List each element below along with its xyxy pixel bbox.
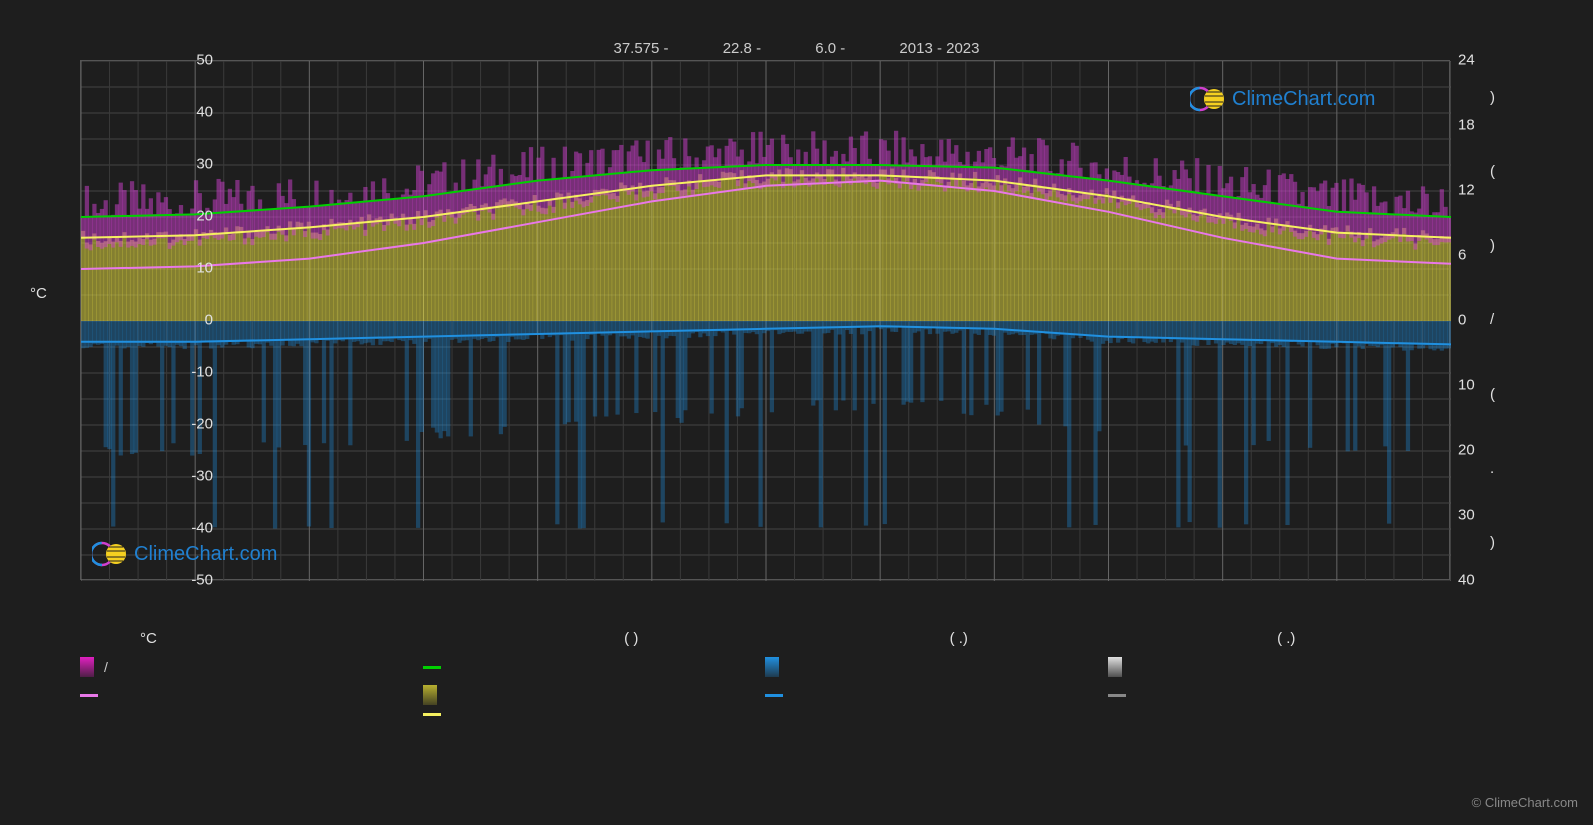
chart-svg — [81, 61, 1451, 581]
legend-header-1: ( ) — [468, 630, 796, 647]
plot-area — [80, 60, 1450, 580]
legend-swatch — [80, 694, 98, 697]
legend-swatch — [765, 694, 783, 697]
legend-header-2: ( .) — [795, 630, 1123, 647]
y-left-tick: -20 — [191, 416, 213, 433]
legend-swatch — [80, 657, 94, 677]
legend-item — [765, 713, 1108, 716]
watermark-bottom: ClimeChart.com — [92, 540, 277, 568]
legend-row-2 — [80, 685, 1450, 705]
y-left-tick: 50 — [196, 52, 213, 69]
legend-item — [765, 685, 1108, 705]
y-left-tick: -30 — [191, 468, 213, 485]
legend-item: / — [80, 657, 423, 677]
climate-chart — [80, 60, 1450, 580]
header-lat: 37.575 - — [613, 40, 668, 57]
legend-item — [765, 657, 1108, 677]
header-elev: 6.0 - — [815, 40, 845, 57]
watermark-top: ClimeChart.com — [1190, 85, 1375, 113]
y-right-tick: 30 — [1458, 507, 1475, 524]
legend: °C ( ) ( .) ( .) / — [80, 630, 1450, 724]
y-right-tick: 10 — [1458, 377, 1475, 394]
y-left-tick: 30 — [196, 156, 213, 173]
legend-swatch — [1108, 694, 1126, 697]
y-left-tick: -40 — [191, 520, 213, 537]
y-axis-left-title: °C — [30, 285, 47, 302]
legend-row-3 — [80, 713, 1450, 716]
legend-swatch — [423, 666, 441, 669]
legend-label: / — [104, 659, 108, 675]
legend-item — [423, 685, 766, 705]
header-years: 2013 - 2023 — [899, 40, 979, 57]
climechart-logo-icon — [92, 540, 128, 568]
y-right-tick: 0 — [1458, 312, 1466, 329]
legend-item — [423, 657, 766, 677]
legend-header-0: °C — [140, 630, 468, 647]
legend-item — [423, 713, 766, 716]
legend-header-3: ( .) — [1123, 630, 1451, 647]
climechart-logo-icon — [1190, 85, 1226, 113]
legend-swatch — [765, 657, 779, 677]
y-right-tick: 40 — [1458, 572, 1475, 589]
chart-header: 37.575 - 22.8 - 6.0 - 2013 - 2023 — [0, 40, 1593, 57]
y-left-tick: -10 — [191, 364, 213, 381]
y-right-tick: 12 — [1458, 182, 1475, 199]
legend-item — [80, 713, 423, 716]
y-right-tick: 6 — [1458, 247, 1466, 264]
y-right-tick: 24 — [1458, 52, 1475, 69]
legend-item — [1108, 657, 1451, 677]
legend-swatch — [1108, 657, 1122, 677]
legend-item — [80, 685, 423, 705]
watermark-text: ClimeChart.com — [134, 543, 277, 566]
y-left-tick: 20 — [196, 208, 213, 225]
legend-item — [1108, 713, 1451, 716]
legend-row-1: / — [80, 657, 1450, 677]
legend-swatch — [423, 713, 441, 716]
watermark-text: ClimeChart.com — [1232, 88, 1375, 111]
y-left-tick: 10 — [196, 260, 213, 277]
header-lon: 22.8 - — [723, 40, 761, 57]
copyright: © ClimeChart.com — [1472, 795, 1578, 810]
legend-headers: °C ( ) ( .) ( .) — [80, 630, 1450, 647]
y-right-tick: 20 — [1458, 442, 1475, 459]
y-left-tick: 40 — [196, 104, 213, 121]
y-left-tick: 0 — [205, 312, 213, 329]
legend-item — [1108, 685, 1451, 705]
y-left-tick: -50 — [191, 572, 213, 589]
legend-swatch — [423, 685, 437, 705]
y-right-tick: 18 — [1458, 117, 1475, 134]
y-axis-right-symbols: ) ( ) / ( . ) — [1490, 60, 1495, 580]
